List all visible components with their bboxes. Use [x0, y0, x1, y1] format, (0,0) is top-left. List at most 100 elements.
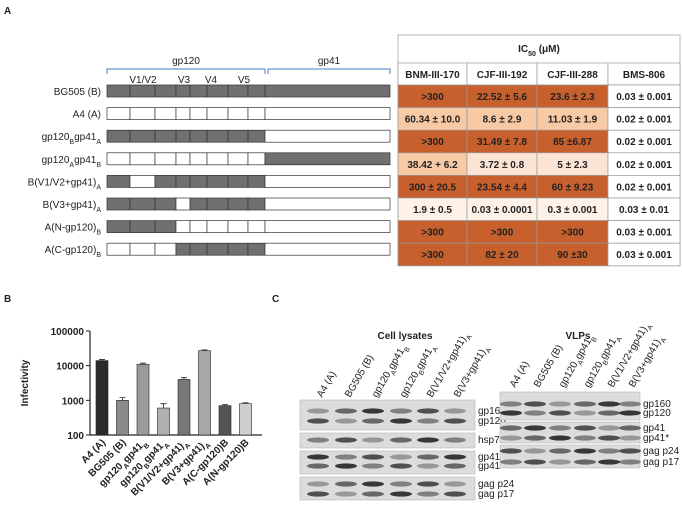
blot-band	[307, 437, 329, 443]
bar	[177, 379, 191, 436]
blot-strip	[499, 421, 641, 444]
construct-segment	[227, 175, 249, 188]
blot-strip	[299, 399, 476, 431]
construct-segment	[129, 107, 156, 120]
x-tick-label-sub: A	[183, 442, 192, 451]
construct-label: B(V1/V2+gp41)A	[28, 177, 102, 191]
construct-segment	[189, 242, 208, 256]
construct-segment	[247, 107, 266, 120]
blot-band	[574, 410, 596, 416]
blot-band	[574, 459, 596, 465]
construct-segment	[264, 242, 391, 256]
construct-segment	[129, 220, 156, 233]
construct-label-part: gp120	[42, 155, 70, 166]
table-title: IC50 (μM)	[518, 44, 560, 58]
blot-band	[362, 481, 384, 487]
construct-segment	[154, 197, 177, 211]
band-label: gp41	[643, 423, 666, 434]
blot-band	[598, 459, 620, 465]
cell-value: 3.72 ± 0.8	[480, 160, 525, 171]
band-label: gp120	[478, 416, 506, 427]
cell-value: >300	[421, 92, 444, 103]
construct-segment	[106, 152, 131, 166]
y-tick-label: 100	[67, 431, 84, 442]
y-axis-title: Infectivity	[20, 359, 31, 406]
lane-label-sub: A	[485, 346, 494, 354]
construct-segment	[247, 220, 266, 233]
construct-segment	[175, 107, 191, 120]
construct-segment	[206, 197, 229, 211]
blot-band	[524, 410, 546, 416]
lane-label-sub: A	[431, 346, 440, 354]
lane-label-part: A4 (A)	[315, 369, 339, 399]
construct-segment	[206, 107, 229, 120]
construct-segment	[106, 107, 131, 120]
x-tick-label-sub: B	[142, 442, 151, 451]
blot-band	[574, 435, 596, 441]
blot-band	[619, 459, 641, 465]
band-label: gp41*	[643, 433, 669, 444]
construct-segment	[206, 242, 229, 256]
blot-band	[390, 481, 412, 487]
blot-band	[390, 454, 412, 460]
construct-label: A(N-gp120)B	[45, 223, 102, 237]
blot-band	[549, 401, 571, 407]
bar	[218, 405, 232, 436]
construct-segment	[175, 175, 191, 188]
lane-label-sub: A	[660, 336, 669, 344]
table-cell	[607, 242, 681, 267]
blot-band	[417, 418, 439, 424]
blot-band	[500, 425, 522, 431]
region-label: V1/V2	[129, 75, 157, 86]
blot-band	[619, 425, 641, 431]
bar	[157, 407, 170, 436]
cell-value: 300 ± 20.5	[409, 182, 457, 193]
lane-label-part: A4 (A)	[508, 359, 532, 389]
blot-band	[335, 491, 357, 497]
cell-value: 0.03 ± 0.001	[616, 250, 672, 261]
construct-segment	[227, 84, 249, 98]
column-header: CJF-III-288	[547, 70, 598, 81]
cell-value: 23.54 ± 4.4	[477, 182, 527, 193]
construct-label-sub: B	[96, 229, 101, 236]
blot-band	[619, 410, 641, 416]
construct-segment	[206, 84, 229, 98]
blot-band	[362, 491, 384, 497]
construct-segment	[129, 84, 156, 98]
blot-strip	[299, 432, 476, 449]
region-header: gp120	[172, 56, 200, 67]
blot-band	[444, 463, 466, 469]
construct-label: B(V3+gp41)A	[43, 200, 102, 214]
cell-value: >300	[421, 228, 444, 239]
construct-label: A(C-gp120)B	[45, 245, 102, 259]
band-label: hsp70	[478, 435, 506, 446]
construct-segment	[189, 84, 208, 98]
blot-band	[444, 491, 466, 497]
cell-value: >300	[421, 137, 444, 148]
blot-band	[307, 418, 329, 424]
blot-band	[307, 408, 329, 414]
construct-label-part: gp120	[42, 132, 70, 143]
cell-value: 0.03 ± 0.0001	[471, 205, 533, 216]
cell-value: 11.03 ± 1.9	[548, 115, 598, 126]
lane-label-sub: B	[602, 359, 611, 367]
cell-value: 60 ± 9.23	[552, 182, 594, 193]
y-tick-label: 100000	[51, 327, 85, 338]
lane-label-sub: A	[646, 323, 655, 331]
blot-band	[390, 408, 412, 414]
blot-band	[500, 435, 522, 441]
construct-segment	[206, 220, 229, 233]
blot-band	[335, 454, 357, 460]
construct-segment	[154, 220, 177, 233]
cell-value: 0.03 ± 0.01	[619, 205, 669, 216]
lane-label-sub: A	[465, 333, 474, 341]
blot-strip	[499, 444, 641, 469]
x-tick-label-sub: A	[204, 442, 213, 451]
cell-value: 85 ±6.87	[553, 137, 592, 148]
cell-value: 0.03 ± 0.001	[616, 228, 672, 239]
region-label: V3	[178, 75, 191, 86]
bar	[116, 400, 129, 436]
x-tick-label-sub: B	[143, 462, 152, 471]
construct-segment	[189, 152, 208, 166]
x-tick-label-sub: A	[163, 442, 172, 451]
